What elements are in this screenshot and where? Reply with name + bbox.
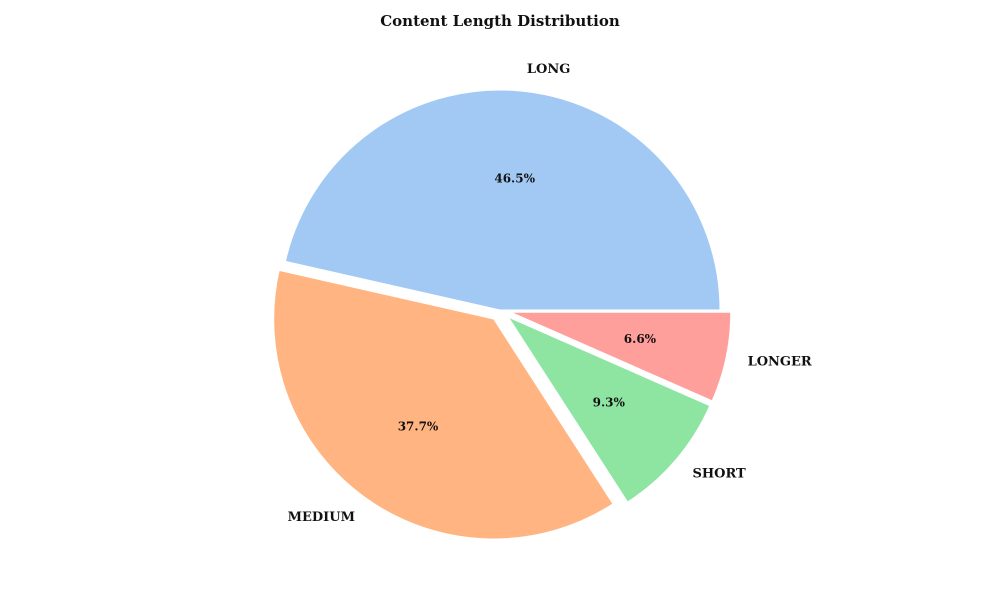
pct-label-medium: 37.7% [398, 420, 439, 434]
category-label-medium: MEDIUM [288, 510, 355, 525]
pie-slice-short [507, 316, 711, 503]
category-label-long: LONG [527, 62, 570, 77]
pie-slice-longer [510, 311, 732, 402]
category-label-longer: LONGER [748, 355, 812, 370]
category-label-short: SHORT [692, 467, 746, 482]
pct-label-long: 46.5% [494, 171, 535, 185]
chart-title: Content Length Distribution [380, 12, 620, 30]
pie-labels: 46.5% LONG 37.7% MEDIUM 9.3% SHORT 6.6% LONGER [288, 62, 812, 525]
pie-slices [273, 89, 732, 540]
pct-label-longer: 6.6% [624, 332, 657, 346]
pie-slice-medium [273, 269, 614, 540]
pie-slice-long [284, 89, 721, 311]
pct-label-short: 9.3% [593, 395, 626, 409]
